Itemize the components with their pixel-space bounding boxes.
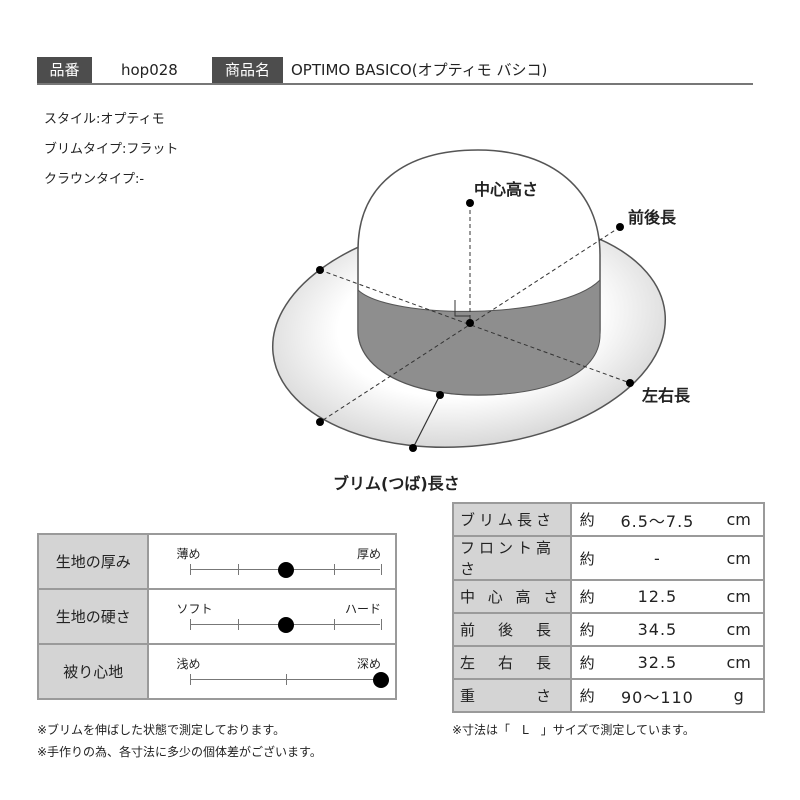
feel-scale: 浅め 深め: [147, 643, 397, 700]
size-label: 前 後 長: [452, 612, 572, 647]
scale-tick: [381, 619, 383, 630]
feel-scale: 薄め 厚め: [147, 533, 397, 590]
size-approx: 約: [569, 645, 601, 680]
feel-label: 生地の硬さ: [36, 588, 150, 645]
scale-left-label: ソフト: [176, 602, 213, 616]
scale-marker: [277, 562, 294, 578]
label-brim-length: ブリム(つば)長さ: [333, 474, 460, 493]
size-approx: 約: [569, 502, 601, 537]
label-left-right: 左右長: [642, 386, 691, 405]
scale-tick: [381, 564, 383, 575]
size-label: ブリム長さ: [452, 502, 572, 537]
feel-label: 生地の厚み: [36, 533, 150, 590]
size-approx: 約: [569, 579, 601, 614]
size-label: 重 さ: [452, 678, 572, 713]
label-front-back: 前後長: [628, 208, 677, 227]
size-approx: 約: [569, 612, 601, 647]
size-value: 90～110: [600, 678, 715, 713]
scale-right-label: 深め: [356, 657, 381, 671]
code-value: hop028: [121, 61, 178, 79]
size-unit: g: [714, 678, 765, 713]
label-center-height: 中心高さ: [474, 180, 539, 199]
size-value: 12.5: [600, 579, 715, 614]
hat-diagram: [271, 149, 667, 452]
feel-row: 被り心地 浅め 深め: [36, 643, 397, 700]
scale-tick: [333, 564, 335, 575]
scale-tick: [333, 619, 335, 630]
size-row: 中 心 高 さ約 12.5 cm: [452, 579, 765, 614]
size-table: ブリム長さ約 6.5～7.5 cm フロント高さ約 - cm 中 心 高 さ約 12.5 cm 前…: [452, 502, 765, 713]
size-approx: 約: [569, 535, 601, 581]
size-row: 重 さ約 90～110 g: [452, 678, 765, 713]
note-size: ※寸法は「 L 」サイズで測定しています。: [452, 723, 695, 737]
scale-marker: [277, 617, 294, 633]
spec-style: スタイル:オプティモ: [44, 112, 165, 127]
scale-tick: [238, 619, 240, 630]
scale-right-label: ハード: [344, 602, 381, 616]
note-brim: ※ブリムを伸ばした状態で測定しております。: [37, 723, 286, 737]
scale-left-label: 浅め: [176, 657, 201, 671]
size-value: 32.5: [600, 645, 715, 680]
feel-label: 被り心地: [36, 643, 150, 700]
size-label: フロント高さ: [452, 535, 572, 581]
size-approx: 約: [569, 678, 601, 713]
feel-scale: ソフト ハード: [147, 588, 397, 645]
size-row: フロント高さ約 - cm: [452, 535, 765, 581]
size-label: 左 右 長: [452, 645, 572, 680]
size-label: 中 心 高 さ: [452, 579, 572, 614]
size-unit: cm: [714, 612, 765, 647]
size-row: 左 右 長約 32.5 cm: [452, 645, 765, 680]
size-row: 前 後 長約 34.5 cm: [452, 612, 765, 647]
spec-brim-type: ブリムタイプ:フラット: [44, 142, 179, 157]
size-unit: cm: [714, 502, 765, 537]
size-unit: cm: [714, 535, 765, 581]
scale-tick: [285, 674, 287, 685]
scale-left-label: 薄め: [176, 547, 201, 561]
scale-right-label: 厚め: [356, 547, 381, 561]
scale-tick: [190, 674, 192, 685]
size-value: 6.5～7.5: [600, 502, 715, 537]
product-name: OPTIMO BASICO(オプティモ バシコ): [291, 61, 548, 79]
size-unit: cm: [714, 645, 765, 680]
scale-tick: [238, 564, 240, 575]
size-value: -: [600, 535, 715, 581]
feel-row: 生地の厚み 薄め 厚め: [36, 533, 397, 590]
hat-band: [357, 278, 601, 396]
scale-tick: [190, 564, 192, 575]
size-row: ブリム長さ約 6.5～7.5 cm: [452, 502, 765, 537]
scale-tick: [190, 619, 192, 630]
note-handmade: ※手作りの為、各寸法に多少の個体差がございます。: [37, 745, 322, 759]
size-unit: cm: [714, 579, 765, 614]
name-label: 商品名: [212, 57, 283, 84]
header-divider: [37, 83, 753, 85]
feel-table: 生地の厚み 薄め 厚め 生地の硬さ ソフト ハード 被り心地 浅め 深め: [36, 533, 397, 700]
feel-row: 生地の硬さ ソフト ハード: [36, 588, 397, 645]
scale-marker: [373, 672, 390, 688]
size-value: 34.5: [600, 612, 715, 647]
code-label: 品番: [37, 57, 92, 84]
spec-crown-type: クラウンタイプ:-: [44, 172, 145, 187]
